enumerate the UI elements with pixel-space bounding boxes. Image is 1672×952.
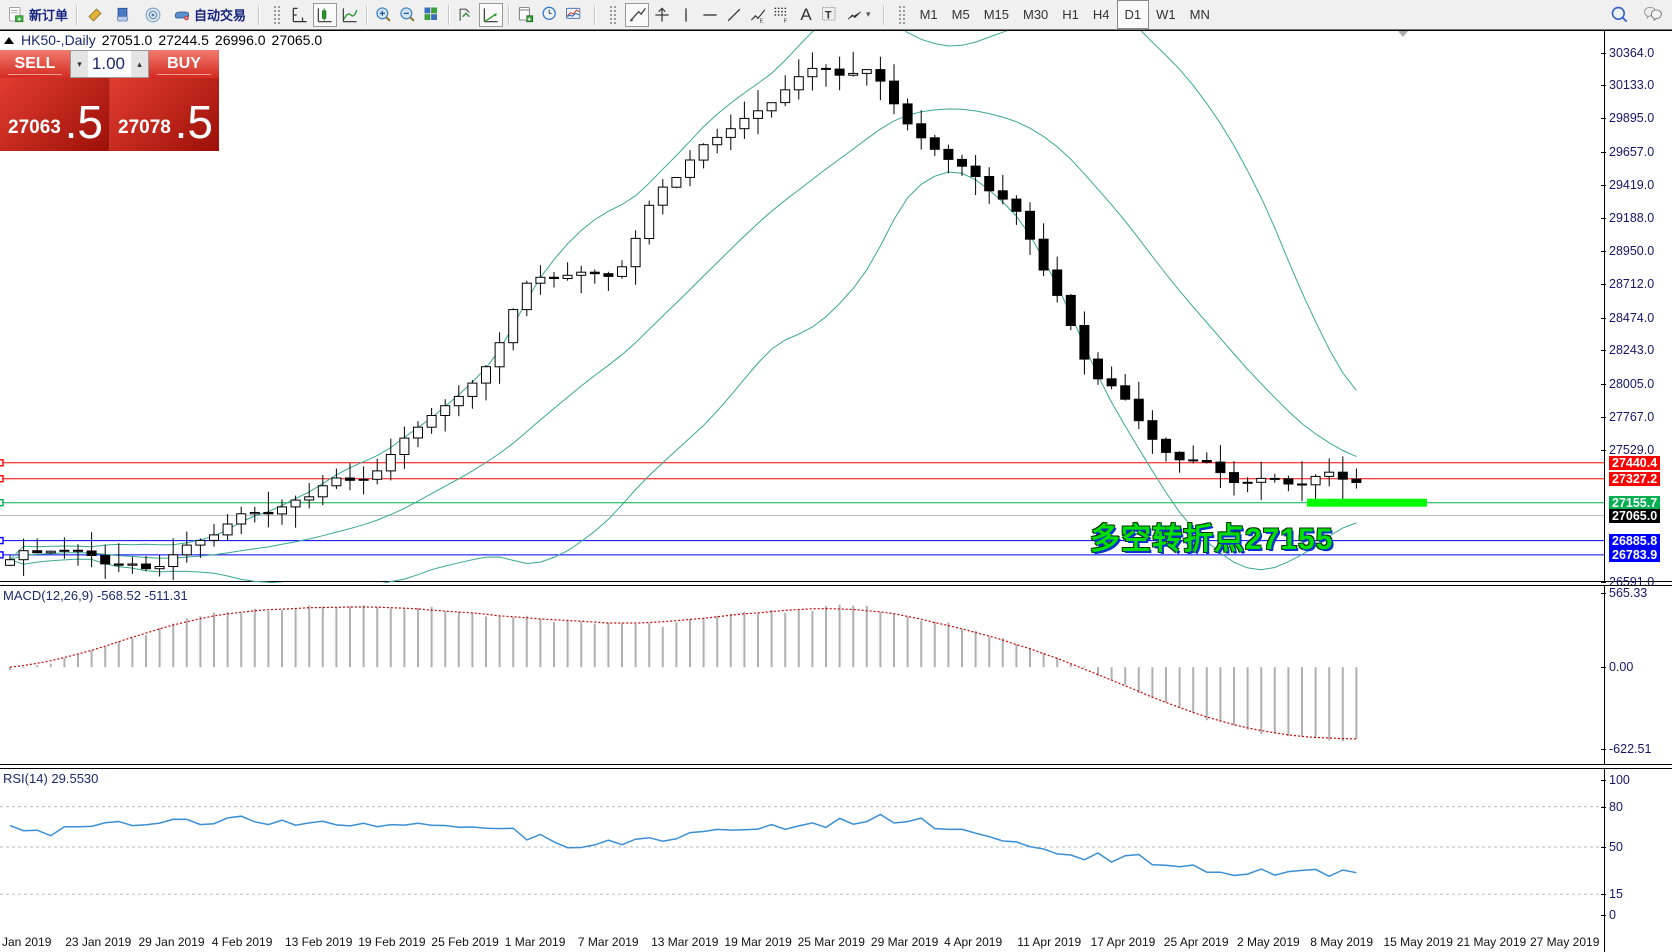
svg-text:E: E — [760, 18, 764, 24]
svg-text:T: T — [825, 9, 832, 21]
svg-text:F: F — [784, 18, 788, 24]
